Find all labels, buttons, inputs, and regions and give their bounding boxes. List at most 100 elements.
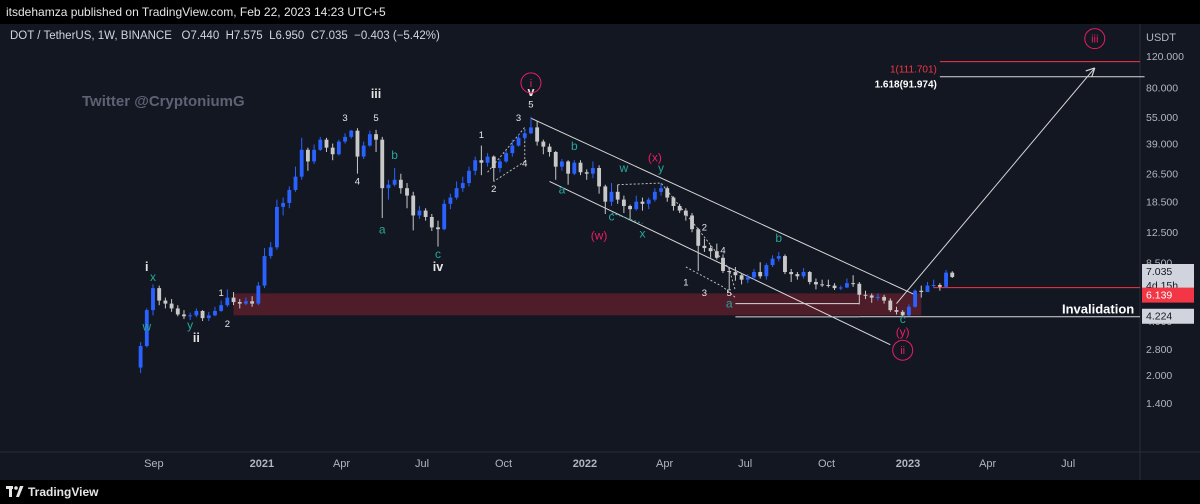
candle-body (219, 305, 224, 311)
projection-arrow-line (896, 67, 1096, 304)
wave-label: y (658, 161, 664, 175)
candle-body (293, 176, 298, 190)
y-tick-label: 2.000 (1146, 370, 1172, 382)
low-price-tag: 4.224 (1146, 311, 1172, 323)
candle-body (262, 256, 267, 286)
candle-body (398, 179, 403, 189)
wave-label: b (571, 139, 578, 153)
support-zone (233, 293, 922, 316)
wave-label: i (145, 260, 148, 274)
wave-label: x (639, 226, 645, 240)
candle-body (299, 149, 304, 177)
invalidation-price-tag-box (1142, 287, 1194, 303)
candle-body (355, 130, 360, 157)
candle-body (305, 149, 310, 162)
change-value: −0.403 (−5.42%) (354, 30, 440, 42)
candle-body (851, 283, 856, 285)
wave-label: c (435, 247, 441, 261)
candle-body (485, 156, 490, 163)
y-tick-label: 80.000 (1146, 83, 1178, 95)
candle-body (621, 199, 626, 207)
candle-body (665, 188, 670, 198)
x-tick-label: Apr (333, 458, 350, 470)
candle-body (783, 256, 787, 273)
tradingview-logo-icon (6, 486, 24, 497)
candle-body (659, 188, 663, 192)
candle-body (213, 310, 217, 316)
wave-label: 5 (727, 288, 732, 299)
candle-body (888, 300, 893, 311)
channel-lower-line (549, 180, 891, 346)
candle-body (237, 302, 242, 304)
candle-body (522, 133, 527, 138)
y-tick-label: 1.400 (1146, 398, 1172, 410)
candle-body (875, 296, 880, 298)
candle-body (392, 179, 397, 185)
chart-legend: DOT / TetherUS, 1W, BINANCE O7.440 H7.57… (10, 30, 440, 42)
candle-body (244, 301, 248, 304)
wave-label: 2 (225, 319, 230, 330)
candle-body (894, 310, 899, 312)
candle-body (708, 248, 713, 252)
candle-body (950, 272, 955, 278)
candle-body (250, 301, 255, 304)
candle-body (776, 256, 781, 259)
candle-body (473, 160, 478, 171)
candle-body (182, 314, 186, 317)
x-tick-label: Jul (738, 458, 752, 470)
wave-label: 3 (342, 113, 347, 124)
wave-label: iii (371, 87, 381, 101)
wave-label: (y) (896, 325, 910, 339)
candle-body (702, 245, 707, 249)
candle-body (442, 203, 447, 230)
wave-label: 5 (373, 113, 378, 124)
candle-body (900, 311, 905, 316)
wave-label: ii (193, 331, 200, 345)
candle-body (343, 136, 347, 142)
candle-body (634, 201, 639, 210)
x-tick-label: Jul (415, 458, 429, 470)
candle-body (714, 251, 719, 258)
circled-wave-marker (892, 339, 914, 361)
candle-body (764, 265, 769, 277)
candle-body (361, 145, 366, 157)
candle-body (498, 161, 502, 169)
channel-upper-line (530, 117, 916, 296)
wave-label: w (619, 161, 629, 175)
candle-body (560, 161, 564, 167)
y-tick-label: 18.500 (1146, 197, 1178, 209)
candle-body (795, 274, 800, 277)
candle-body (281, 202, 286, 207)
candle-body (144, 310, 149, 347)
candle-body (721, 257, 725, 271)
candle-body (151, 288, 155, 311)
candle-body (175, 308, 180, 315)
candle-body (330, 147, 335, 155)
candle-body (163, 300, 168, 304)
candle-body (504, 153, 509, 162)
candle-body (312, 149, 317, 162)
invalidation-label: Invalidation (1062, 302, 1134, 317)
candle-body (553, 151, 558, 167)
price-chart[interactable]: USDT Twitter @CryptoniumG 120.000 80.000 55.… (0, 24, 1200, 480)
wave-label: x (150, 270, 156, 284)
wave-label: a (379, 222, 386, 236)
y-tick-label: 39.000 (1146, 139, 1178, 151)
candle-body (417, 210, 422, 216)
candle-body (386, 184, 391, 189)
circled-wave-marker (520, 72, 542, 94)
wave-label: 5 (528, 99, 533, 110)
candle-body (374, 134, 378, 140)
wave-label: w (141, 319, 151, 333)
candle-body (324, 139, 329, 148)
candle-body (845, 283, 849, 288)
close-value: C7.035 (310, 30, 348, 42)
wave-label: 2 (702, 222, 707, 233)
candle-body (925, 285, 930, 293)
y-tick-label: 12.500 (1146, 227, 1178, 239)
candle-body (541, 141, 546, 147)
candle-body (931, 284, 936, 286)
candle-body (460, 183, 465, 189)
candle-body (194, 310, 199, 316)
